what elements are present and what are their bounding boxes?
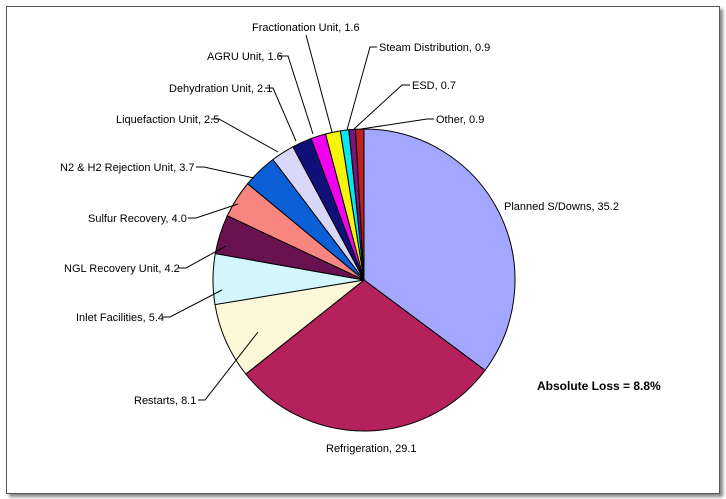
- data-label: N2 & H2 Rejection Unit, 3.7: [60, 162, 195, 174]
- leader-line: [353, 84, 410, 130]
- absolute-loss-annotation: Absolute Loss = 8.8%: [537, 379, 661, 393]
- data-label: Other, 0.9: [436, 114, 484, 126]
- data-label: NGL Recovery Unit, 4.2: [64, 263, 180, 275]
- data-label: Inlet Facilities, 5.4: [76, 312, 164, 324]
- leader-line: [162, 289, 223, 318]
- leader-line: [188, 203, 239, 219]
- leader-lines: [162, 34, 434, 401]
- data-label: ESD, 0.7: [412, 80, 456, 92]
- data-label: Sulfur Recovery, 4.0: [88, 213, 187, 225]
- leader-line: [360, 118, 434, 130]
- data-label: AGRU Unit, 1.6: [207, 51, 283, 63]
- pie-slices: [212, 128, 516, 432]
- leader-line: [265, 87, 297, 142]
- leader-line: [196, 166, 255, 179]
- data-label: Steam Distribution, 0.9: [379, 42, 490, 54]
- leader-line: [346, 46, 377, 131]
- data-label: Restarts, 8.1: [134, 395, 196, 407]
- data-labels: Planned S/Downs, 35.2 Refrigeration, 29.1…: [60, 22, 619, 455]
- data-label: Refrigeration, 29.1: [326, 443, 417, 455]
- data-label: Dehydration Unit, 2.1: [169, 83, 272, 95]
- leader-line: [278, 55, 314, 135]
- pie-slice-planned-s-downs: [363, 128, 516, 371]
- data-label: Fractionation Unit, 1.6: [252, 22, 360, 34]
- data-label: Planned S/Downs, 35.2: [504, 201, 619, 213]
- leader-line: [211, 118, 279, 153]
- leader-line: [198, 331, 259, 401]
- pie-slice-refrigeration: [245, 279, 486, 432]
- leader-line: [178, 245, 227, 269]
- leader-line: [305, 34, 333, 133]
- data-label: Liquefaction Unit, 2.5: [116, 114, 219, 126]
